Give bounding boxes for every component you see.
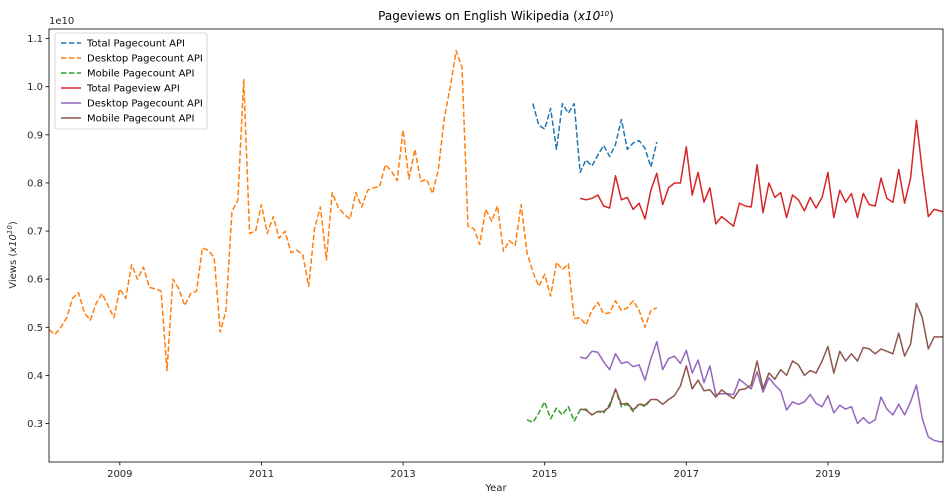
series-line-6 — [579, 302, 943, 416]
series-line-4 — [579, 119, 943, 228]
y-tick-label: 0.8 — [27, 178, 43, 189]
x-tick-label: 2019 — [815, 469, 840, 480]
legend-label: Total Pageview API — [86, 84, 180, 95]
x-tick-label: 2011 — [249, 469, 274, 480]
y-axis-label: Views (x1010) — [6, 221, 19, 289]
plot-area — [49, 49, 943, 443]
x-axis-label: Year — [484, 483, 507, 494]
x-tick-label: 2015 — [532, 469, 557, 480]
series-line-3 — [526, 389, 652, 424]
y-tick-label: 1.1 — [27, 34, 43, 45]
legend: Total Pagecount API Desktop Pagecount API… — [54, 32, 208, 130]
series-line-2 — [49, 49, 658, 372]
plot-frame — [48, 28, 944, 463]
legend-label: Desktop Pagecount API — [87, 54, 203, 65]
y-tick-label: 0.3 — [27, 419, 43, 430]
legend-label: Mobile Pagecount API — [87, 69, 194, 80]
x-tick-label: 2013 — [390, 469, 415, 480]
y-tick-label: 1.0 — [27, 82, 43, 93]
y-tick-label: 0.6 — [27, 275, 43, 286]
y-tick-label: 0.4 — [27, 371, 43, 382]
legend-box — [54, 32, 208, 130]
axes: 2009 2011 2013 2015 2017 2019 0.3 0.4 0.5 0.6 0.7 0… — [27, 28, 944, 480]
legend-label: Total Pagecount API — [86, 39, 185, 50]
x-tick-label: 2009 — [107, 469, 132, 480]
series-line-5 — [579, 340, 943, 443]
series-line-1 — [532, 102, 658, 174]
y-tick-label: 0.7 — [27, 227, 43, 238]
chart-title: Pageviews on English Wikipedia (x1010) — [378, 9, 614, 23]
x-tick-label: 2017 — [674, 469, 699, 480]
y-tick-label: 0.9 — [27, 130, 43, 141]
legend-label: Desktop Pagecount API — [87, 99, 203, 110]
y-offset-text: 1e10 — [49, 16, 74, 27]
legend-label: Mobile Pagecount API — [87, 114, 194, 125]
y-tick-label: 0.5 — [27, 323, 43, 334]
